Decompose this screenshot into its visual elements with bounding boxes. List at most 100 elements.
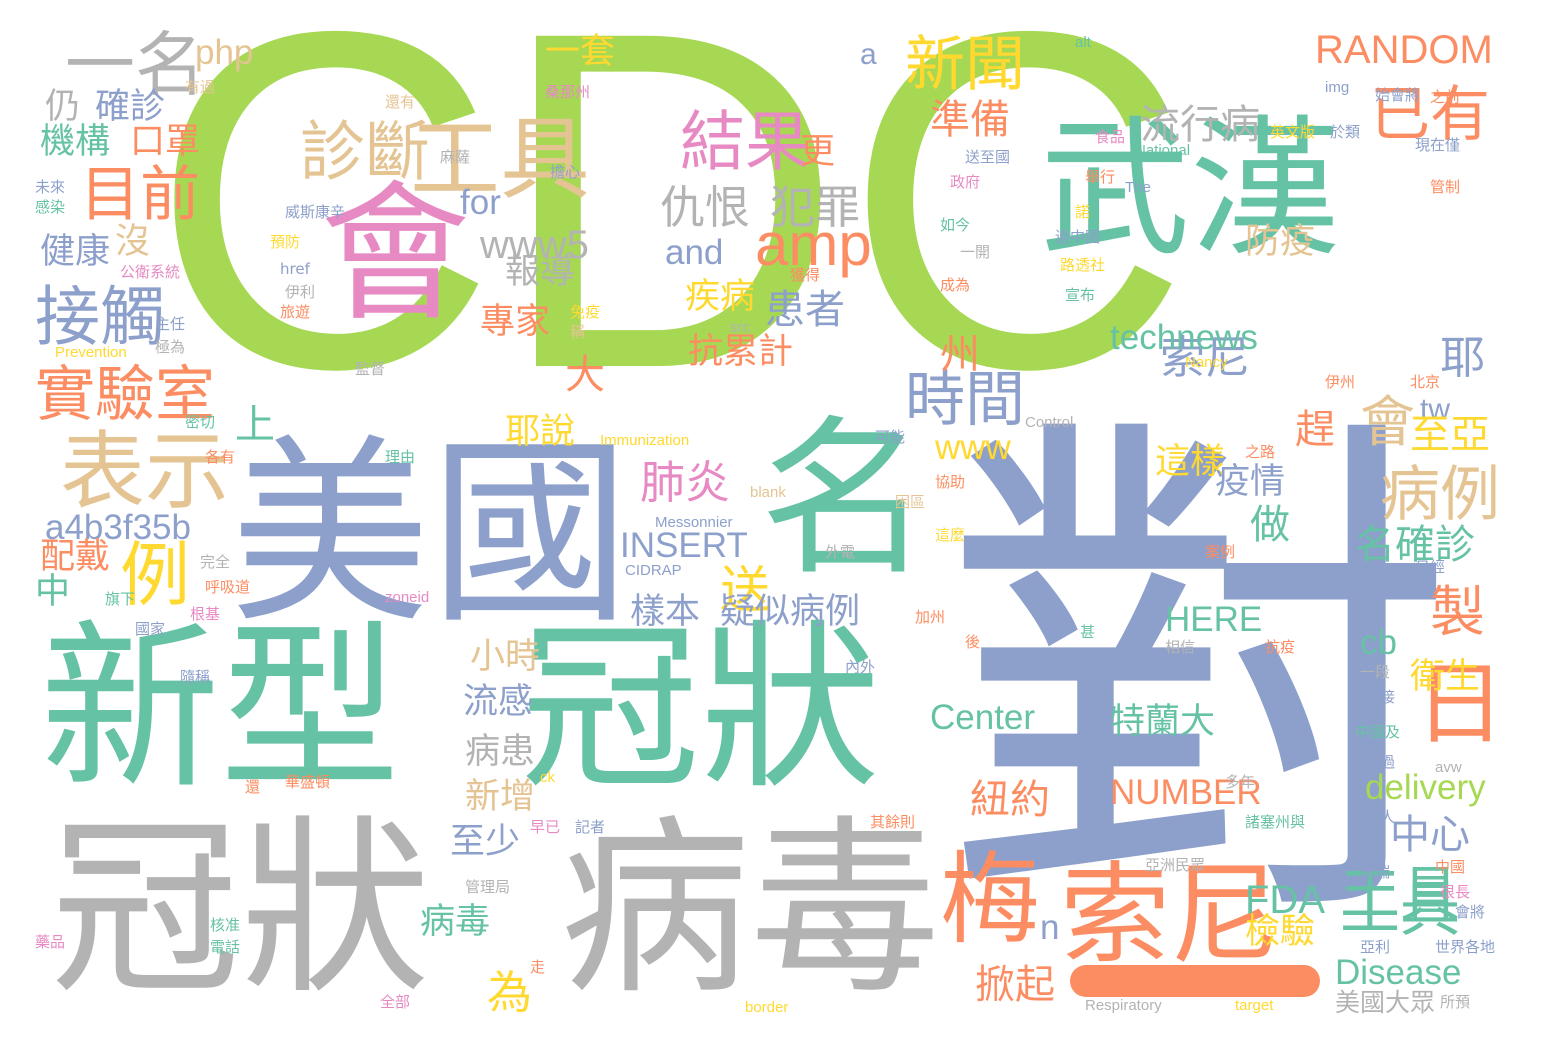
word-160: 諾: [1075, 203, 1091, 221]
word-124: 呼吸道: [205, 578, 251, 596]
word-33: 肺炎: [640, 456, 731, 509]
word-108: 公衛系統: [120, 263, 181, 281]
word-142: 走: [530, 958, 546, 976]
word-131: blank: [750, 484, 786, 501]
word-199: 會將: [1455, 903, 1486, 921]
word-23: 已有: [1370, 80, 1490, 150]
word-77: HERE: [1165, 600, 1263, 639]
word-94: 檢驗: [1245, 912, 1316, 952]
word-84: 病患: [465, 732, 536, 772]
word-194: 家人: [1365, 808, 1396, 826]
word-190: avw: [1435, 759, 1462, 776]
word-202: Respiratory: [1085, 997, 1162, 1014]
word-154: 食品: [1095, 128, 1126, 146]
word-8: 冠狀: [50, 799, 431, 1020]
word-39: for: [460, 183, 501, 222]
word-179: 日經: [1415, 558, 1446, 576]
word-137: 記者: [575, 818, 606, 836]
word-112: 主任: [155, 315, 186, 333]
word-35: 耶: [1440, 331, 1486, 384]
word-204: 所預: [1440, 993, 1471, 1011]
word-127: 國家: [135, 620, 166, 638]
word-30: 工具: [1340, 860, 1460, 930]
word-166: 成為: [940, 276, 971, 294]
word-104: 麻薩: [440, 148, 471, 166]
word-161: 過中國: [1055, 228, 1101, 246]
word-21: amp: [755, 211, 872, 278]
word-66: 疫情: [1215, 462, 1286, 502]
word-73: 送: [720, 561, 770, 619]
word-102: 未來: [35, 178, 66, 196]
word-91: 病毒: [420, 902, 491, 942]
word-11: 梅: [940, 841, 1040, 958]
word-51: 報導: [505, 252, 576, 292]
word-122: 稱: [570, 323, 586, 341]
word-38: and: [665, 233, 724, 272]
word-76: 製: [1430, 580, 1486, 644]
word-187: 直接: [1365, 688, 1396, 706]
word-144: border: [745, 999, 789, 1016]
word-41: 一套: [545, 32, 616, 72]
word-31: 仇恨: [660, 181, 751, 234]
word-136: 早已: [530, 818, 561, 836]
word-143: 全部: [380, 993, 411, 1011]
word-198: 很長: [1440, 883, 1471, 901]
word-20: 結果: [680, 105, 811, 180]
word-133: 華盛頓: [285, 773, 331, 791]
word-12: 工具: [410, 107, 590, 212]
word-180: 加州: [915, 608, 946, 626]
word-145: alt: [1075, 34, 1091, 51]
word-139: 核准: [210, 916, 241, 934]
word-113: 極為: [155, 338, 186, 356]
word-14: 表示: [60, 423, 231, 522]
word-182: 甚: [1080, 623, 1096, 641]
word-47: 機構: [40, 122, 111, 162]
word-72: INSERT: [620, 526, 748, 565]
word-64: 趕: [1295, 407, 1335, 453]
word-177: 外電: [825, 543, 856, 561]
word-193: 諸塞州與: [1245, 813, 1306, 831]
word-54: 患者: [765, 287, 845, 333]
word-106: 威斯康辛: [285, 203, 346, 221]
word-167: 宣布: [1065, 286, 1096, 304]
word-59: 上: [235, 402, 275, 448]
word-85: 新增: [465, 777, 536, 817]
word-96: 為: [487, 966, 533, 1019]
word-15: 一名: [65, 24, 205, 106]
word-27: 會: [1360, 390, 1416, 454]
word-107: 預防: [270, 233, 301, 251]
word-74: 樣本: [630, 592, 701, 632]
word-48: 口罩: [130, 122, 201, 162]
word-3: 會: [320, 168, 471, 342]
word-25: 流行病: [1140, 102, 1260, 148]
word-65: 這樣: [1155, 442, 1226, 482]
word-36: technews: [1110, 318, 1258, 357]
word-63: 至亞: [1410, 412, 1490, 458]
word-52: 專家: [480, 302, 551, 342]
word-56: 防疫: [1245, 222, 1316, 262]
word-134: 還: [245, 778, 261, 796]
word-68: 名確診: [1355, 522, 1475, 568]
word-171: Control: [1025, 414, 1074, 431]
word-125: 旗下: [105, 590, 136, 608]
word-105: 擔心: [550, 163, 581, 181]
word-89: 至少: [450, 822, 521, 862]
word-98: Disease: [1335, 953, 1462, 992]
word-158: The: [1125, 179, 1151, 196]
word-183: 相信: [1165, 638, 1196, 656]
word-29: 病例: [1380, 460, 1500, 530]
word-13: 診斷: [300, 115, 431, 190]
word-188: 中國及: [1355, 723, 1401, 741]
word-92: FDA: [1245, 878, 1325, 922]
word-22: 新聞: [905, 30, 1025, 100]
word-148: 之前: [1430, 88, 1461, 106]
word-164: 路透社: [1060, 256, 1106, 274]
word-138: 管理局: [465, 878, 511, 896]
word-162: 如今: [940, 216, 971, 234]
word-150: 英文版: [1270, 123, 1316, 141]
word-37: www5: [480, 223, 589, 267]
word-1: 對: [940, 377, 1460, 983]
word-90: 中心: [1390, 812, 1470, 858]
word-99: 美國大眾: [1335, 988, 1436, 1017]
word-44: 更: [800, 132, 836, 172]
